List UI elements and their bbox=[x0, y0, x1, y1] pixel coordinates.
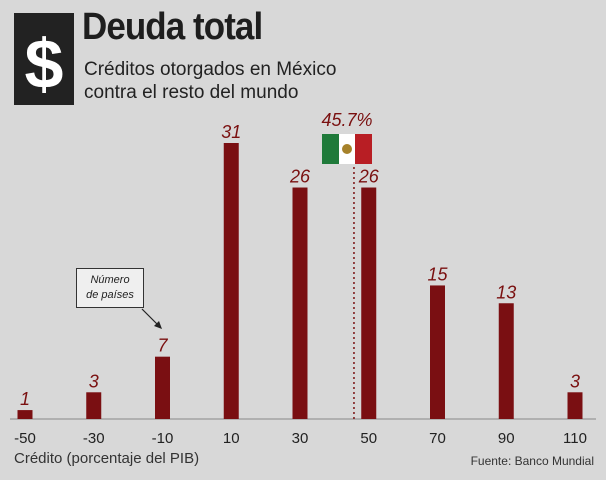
bar-90 bbox=[498, 303, 514, 419]
mexico-flag-icon bbox=[322, 134, 373, 164]
x-tick-label--30: -30 bbox=[83, 430, 105, 447]
value-label-110: 3 bbox=[570, 371, 580, 391]
annotation-line1: Número bbox=[90, 274, 130, 286]
bar-70 bbox=[430, 285, 445, 419]
value-label-50: 26 bbox=[358, 167, 380, 187]
flag-white-stripe bbox=[338, 134, 356, 164]
annotation-arrowhead bbox=[154, 321, 162, 329]
annotation-line2: de países bbox=[86, 289, 134, 301]
x-tick-label-30: 30 bbox=[292, 430, 309, 447]
chart-title: Deuda total bbox=[82, 6, 263, 48]
chart-subtitle-line1: Créditos otorgados en México bbox=[84, 59, 337, 80]
bar-110 bbox=[567, 392, 583, 419]
value-label--30: 3 bbox=[89, 371, 99, 391]
x-tick-label--50: -50 bbox=[14, 430, 36, 447]
chart-subtitle-line2: contra el resto del mundo bbox=[84, 82, 299, 103]
value-label--50: 1 bbox=[20, 389, 30, 409]
dollar-logo: $ bbox=[14, 13, 74, 105]
svg-text:$: $ bbox=[25, 25, 64, 103]
bar-50 bbox=[361, 187, 377, 419]
x-tick-label-50: 50 bbox=[360, 430, 377, 447]
x-tick-label-90: 90 bbox=[498, 430, 515, 447]
source-note: Fuente: Banco Mundial bbox=[470, 454, 594, 468]
x-tick-label-10: 10 bbox=[223, 430, 240, 447]
value-label--10: 7 bbox=[157, 336, 168, 356]
bar--10 bbox=[155, 356, 170, 419]
bar--50 bbox=[17, 410, 33, 419]
value-label-30: 26 bbox=[289, 167, 311, 187]
x-tick-label-70: 70 bbox=[429, 430, 446, 447]
value-label-70: 15 bbox=[427, 264, 448, 284]
dollar-icon: $ bbox=[25, 25, 64, 103]
bar--30 bbox=[86, 392, 102, 419]
x-tick-label--10: -10 bbox=[152, 430, 174, 447]
value-label-90: 13 bbox=[496, 282, 516, 302]
bar-30 bbox=[292, 187, 308, 419]
flag-red-stripe bbox=[355, 134, 373, 164]
flag-green-stripe bbox=[322, 134, 339, 164]
value-label-10: 31 bbox=[221, 122, 241, 142]
x-axis-label: Crédito (porcentaje del PIB) bbox=[14, 450, 200, 467]
annotation-callout: Número de países bbox=[76, 268, 144, 308]
bar-10 bbox=[223, 143, 239, 419]
x-tick-label-110: 110 bbox=[563, 430, 587, 447]
reference-value-label: 45.7% bbox=[321, 110, 373, 130]
